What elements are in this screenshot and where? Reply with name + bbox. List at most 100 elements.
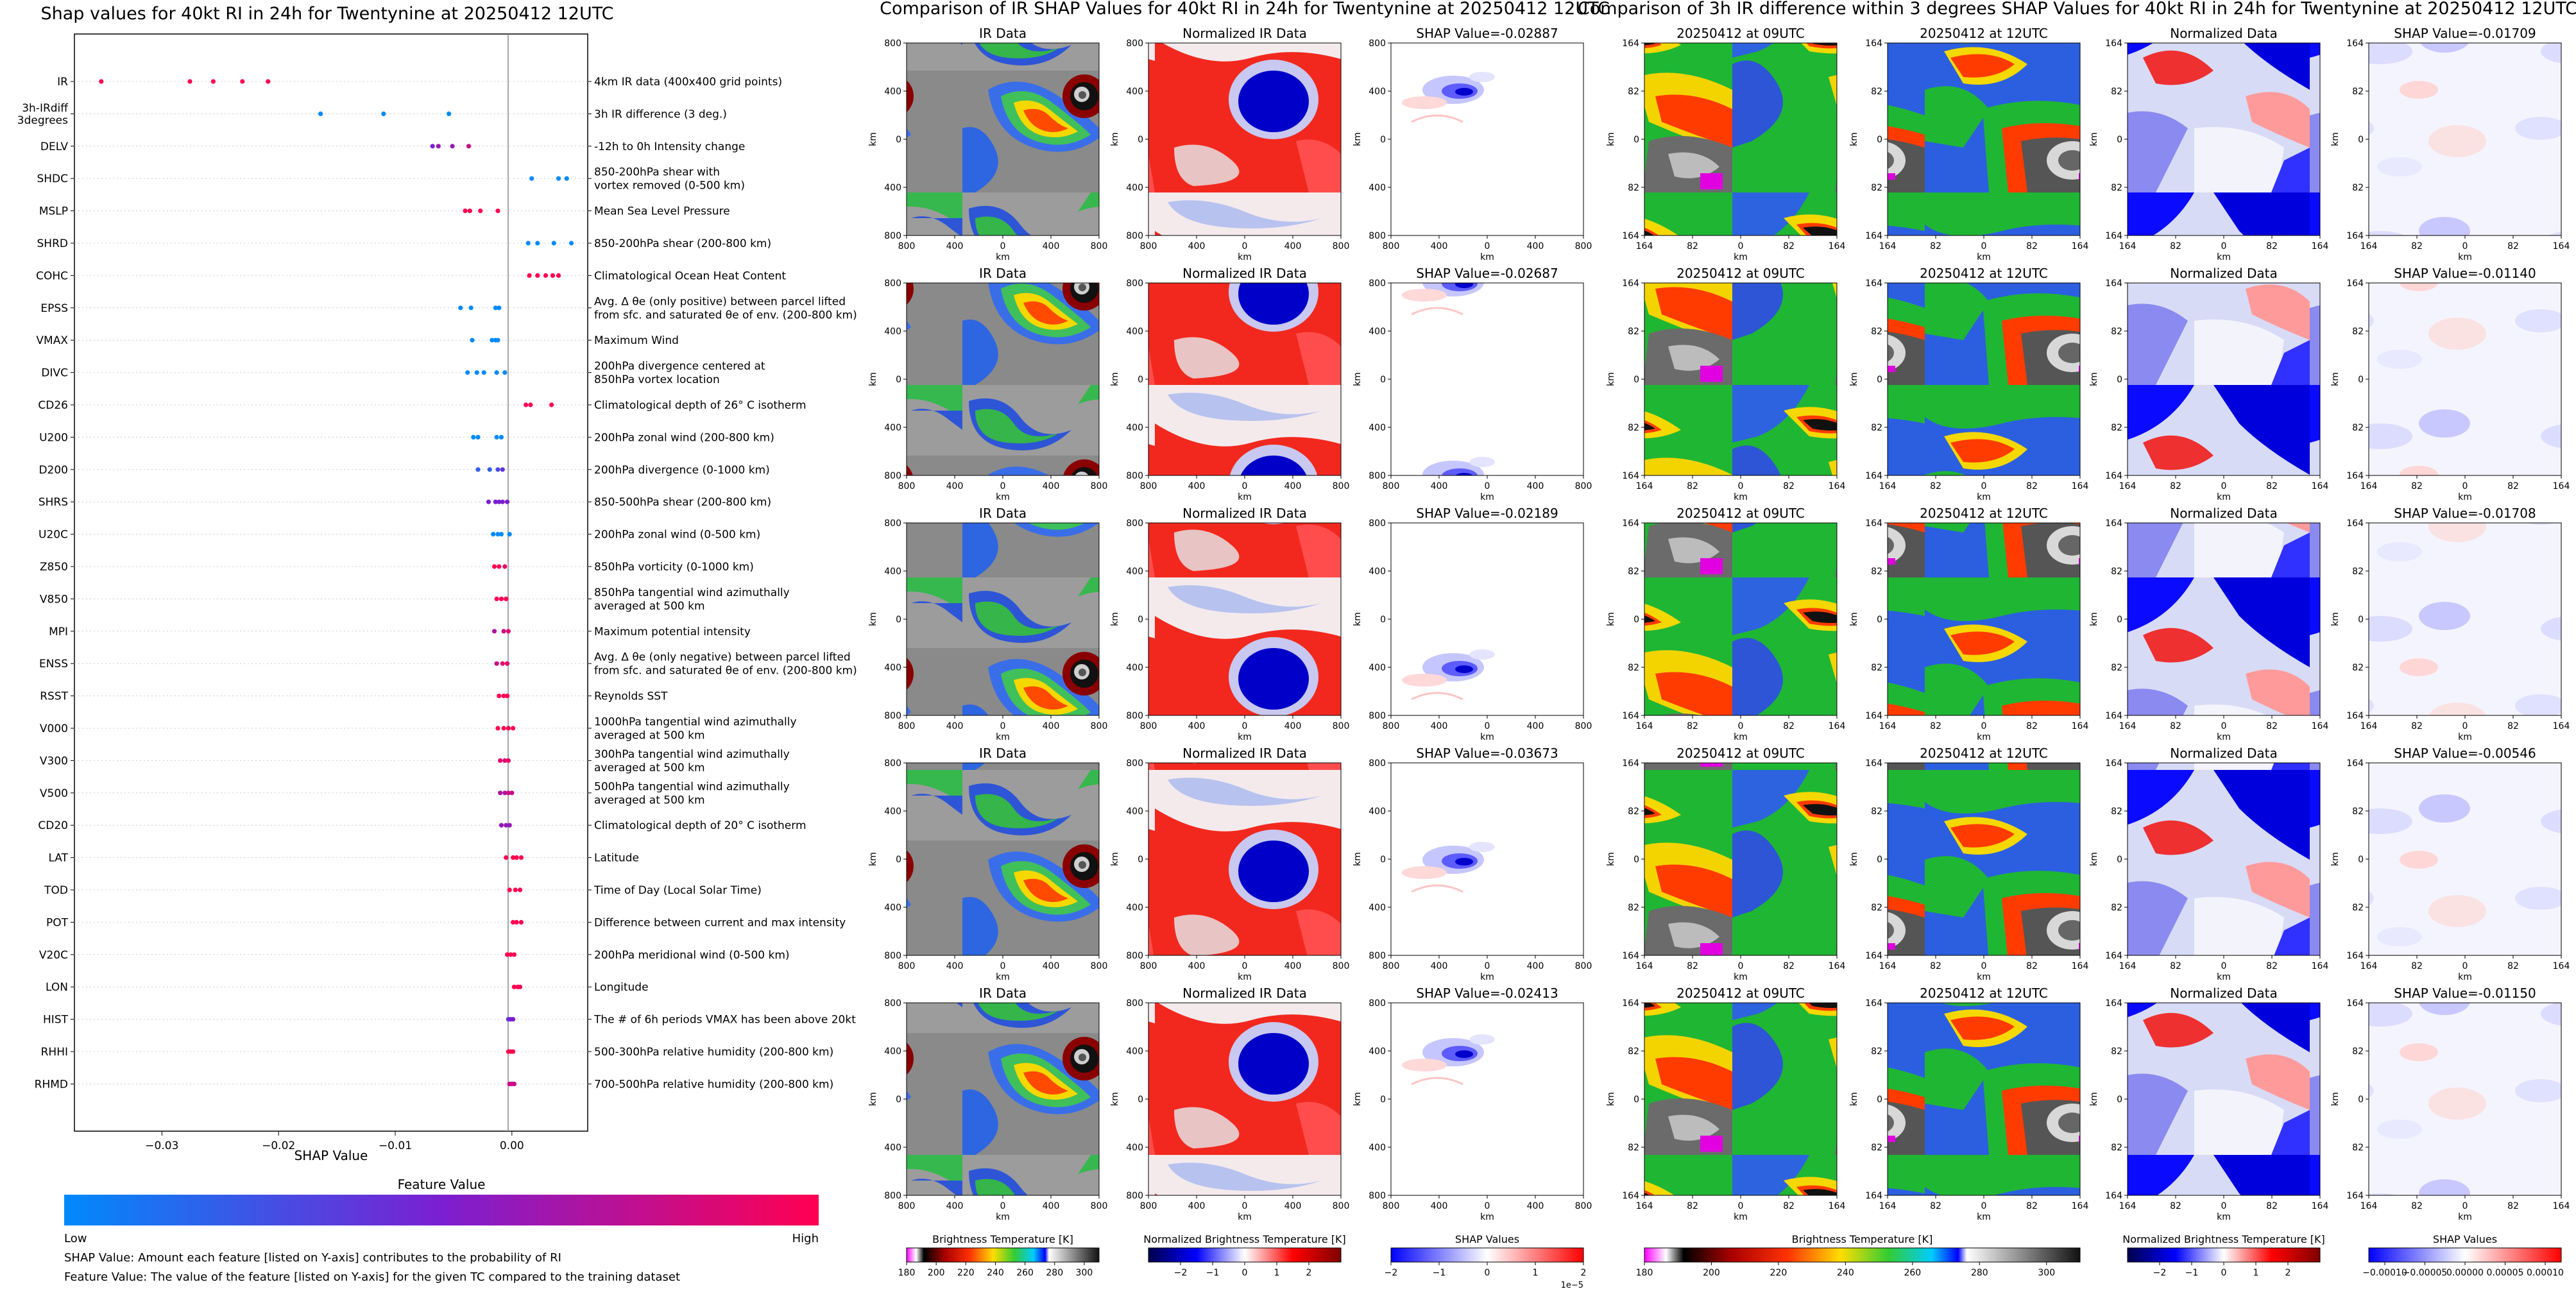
y-tick-label: 0 — [1633, 375, 1639, 385]
shap-point — [514, 855, 519, 860]
x-tick-label: 82 — [2507, 241, 2519, 252]
y-axis-label: km — [1352, 132, 1363, 146]
y-tick-label: 82 — [2111, 423, 2122, 433]
y-tick-label: 800 — [1369, 1191, 1386, 1201]
shap-point — [525, 241, 531, 246]
y-axis-label: km — [868, 372, 878, 386]
shap-point — [468, 305, 473, 311]
y-tick-label: 400 — [884, 87, 901, 97]
y-tick-label: 0 — [2117, 615, 2122, 625]
y-tick-label: 0 — [1380, 855, 1386, 865]
shap-point — [506, 790, 511, 796]
y-tick-label: 164 — [1622, 951, 1639, 961]
y-tick-label: 164 — [2346, 278, 2364, 289]
colorbar-tick-label: 0 — [1242, 1268, 1248, 1278]
y-tick-label: 164 — [2346, 518, 2364, 529]
x-tick-label: 164 — [2360, 721, 2378, 731]
heatmap-panel-ir09-4: 20250412 at 09UTC1641648282008282164164k… — [1606, 746, 1845, 982]
colorbar-tick-label: 1 — [2253, 1268, 2259, 1278]
colorbar-tick-label: 0 — [2221, 1268, 2227, 1278]
y-axis-label: km — [1849, 612, 1859, 626]
x-tick-label: 800 — [898, 241, 916, 252]
panel-title: 20250412 at 09UTC — [1676, 506, 1805, 521]
y-tick-label: 0 — [2117, 375, 2122, 385]
panel-title: 20250412 at 12UTC — [1920, 986, 2048, 1001]
colorbar-tick-label: 0.00010 — [2527, 1268, 2564, 1278]
x-tick-label: 800 — [1575, 1201, 1592, 1211]
y-tick-label: 400 — [1126, 183, 1143, 193]
x-tick-label: 400 — [1527, 1201, 1544, 1211]
y-axis-label: km — [2089, 852, 2099, 866]
x-tick-label: 82 — [2507, 481, 2519, 491]
feature-row-d200: D200 200hPa divergence (0-1000 km) — [38, 464, 769, 477]
x-tick-label: 800 — [1140, 241, 1157, 252]
y-tick-label: 0 — [2358, 1095, 2364, 1105]
shap-point — [556, 176, 561, 181]
y-tick-label: 82 — [2111, 807, 2122, 817]
y-tick-label: 800 — [1369, 711, 1386, 721]
panel-title: SHAP Value=-0.02887 — [1416, 26, 1558, 41]
y-axis-label: km — [868, 852, 878, 866]
y-tick-label: 164 — [1865, 951, 1882, 961]
feature-row-hist: HIST The # of 6h periods VMAX has been ab… — [43, 1014, 856, 1027]
shap-point — [318, 111, 323, 116]
y-tick-label: 164 — [1622, 998, 1639, 1009]
colorbar-tick-label: 260 — [1904, 1268, 1921, 1278]
shap-point — [518, 919, 524, 925]
y-tick-label: 800 — [1126, 998, 1143, 1009]
shap-point — [508, 952, 513, 957]
shap-point — [504, 596, 509, 602]
feature-row-delv: DELV -12h to 0h Intensity change — [40, 141, 745, 153]
x-axis-label: km — [1734, 972, 1748, 982]
feature-description-label: Longitude — [594, 981, 649, 994]
y-tick-label: 0 — [1633, 135, 1639, 145]
heatmap-image — [1888, 43, 2080, 235]
feature-description-label: averaged at 500 km — [594, 794, 705, 807]
feature-row-v20c: V20C 200hPa meridional wind (0-500 km) — [39, 949, 790, 962]
heatmap-panel-norm-1: Normalized IR Data8008004004000040040080… — [1110, 26, 1349, 262]
y-tick-label: 0 — [1633, 1095, 1639, 1105]
colorbar-offset-label: 1e−5 — [1561, 1281, 1583, 1289]
x-axis-label: km — [1977, 252, 1991, 262]
feature-name-label: CD20 — [38, 819, 68, 832]
shap-point — [240, 79, 245, 84]
feature-description-label: Climatological depth of 20° C isotherm — [594, 819, 806, 832]
y-tick-label: 400 — [884, 567, 901, 577]
feature-description-label: Mean Sea Level Pressure — [594, 205, 730, 218]
heatmap-panel-ir12-2: 20250412 at 12UTC1641648282008282164164k… — [1849, 266, 2088, 502]
feature-description-label: Climatological depth of 26° C isotherm — [594, 399, 806, 412]
x-tick-label: 82 — [1783, 481, 1795, 491]
x-axis-label: km — [1734, 492, 1748, 502]
x-tick-label: 164 — [2312, 481, 2329, 491]
x-tick-label: 82 — [2411, 1201, 2423, 1211]
x-tick-label: 0 — [1242, 241, 1248, 252]
feature-name-label: V500 — [40, 787, 68, 800]
shap-point — [509, 790, 515, 796]
colorbar-tick-label: 260 — [1016, 1268, 1034, 1278]
shap-point — [564, 176, 569, 181]
x-tick-label: 800 — [1091, 481, 1108, 491]
x-tick-label: 82 — [2170, 721, 2181, 731]
feature-name-label: V300 — [40, 755, 68, 767]
feature-description-label: averaged at 500 km — [594, 730, 705, 742]
y-tick-label: 82 — [1628, 327, 1639, 337]
shap-point — [495, 337, 500, 343]
x-tick-label: 400 — [946, 721, 964, 731]
colorbar-gradient — [1390, 1247, 1584, 1263]
y-axis-label: km — [2330, 612, 2341, 626]
colorbar-tick-label: 220 — [1770, 1268, 1787, 1278]
y-tick-label: 800 — [884, 758, 901, 769]
x-tick-label: 164 — [2072, 961, 2089, 971]
y-axis-label: km — [1849, 132, 1859, 146]
heatmap-panel-normdiff-4: Normalized Data1641648282008282164164kmk… — [2089, 746, 2328, 982]
feature-row-cd26: CD26 Climatological depth of 26° C isothe… — [38, 399, 806, 412]
shap-point — [495, 467, 500, 472]
shap-point — [502, 758, 508, 763]
x-tick-label: 400 — [946, 481, 964, 491]
feature-name-label: COHC — [36, 269, 68, 282]
y-tick-label: 82 — [1628, 1143, 1639, 1153]
x-tick-label: 0 — [1981, 481, 1987, 491]
panel-title: IR Data — [979, 746, 1027, 761]
heatmap-image — [1391, 43, 1583, 235]
